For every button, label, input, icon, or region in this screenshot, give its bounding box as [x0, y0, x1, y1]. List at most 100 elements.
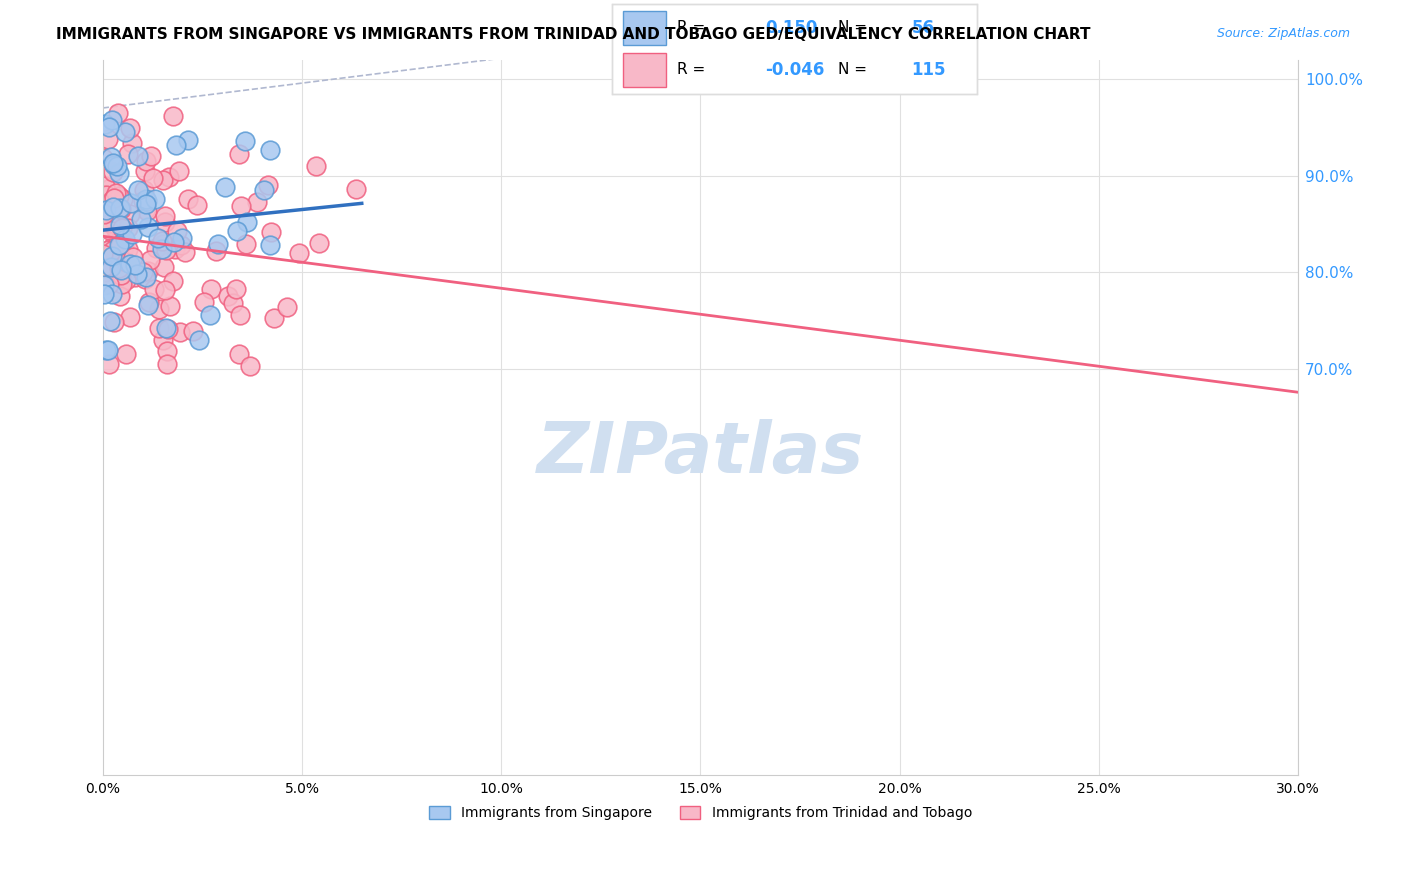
Point — [139, 252, 162, 267]
Point — [152, 334, 174, 348]
Point — [142, 171, 165, 186]
Point — [91, 248, 114, 262]
Point — [162, 274, 184, 288]
Point — [129, 212, 152, 227]
Text: -0.046: -0.046 — [765, 61, 824, 78]
Point — [152, 234, 174, 248]
Point — [97, 132, 120, 146]
Text: 115: 115 — [911, 61, 946, 78]
Point — [246, 194, 269, 209]
Point — [124, 258, 146, 272]
Point — [108, 238, 131, 252]
Point — [256, 178, 278, 192]
Point — [112, 239, 135, 253]
Point — [98, 215, 121, 229]
Point — [127, 267, 149, 281]
Point — [259, 238, 281, 252]
Point — [108, 189, 131, 203]
Point — [107, 105, 129, 120]
Point — [93, 277, 115, 292]
Point — [117, 262, 139, 277]
Point — [104, 186, 127, 201]
Point — [108, 218, 131, 232]
Point — [235, 236, 257, 251]
Point — [127, 183, 149, 197]
Point — [166, 224, 188, 238]
Point — [169, 163, 191, 178]
Point — [163, 235, 186, 249]
Point — [308, 236, 330, 251]
Point — [222, 295, 245, 310]
Point — [103, 200, 125, 214]
Point — [150, 242, 173, 256]
Point — [114, 232, 136, 246]
Point — [121, 227, 143, 241]
Text: R =: R = — [678, 62, 706, 77]
Point — [98, 120, 121, 134]
Point — [91, 151, 114, 165]
Point — [155, 244, 177, 258]
Point — [134, 271, 156, 285]
Point — [165, 137, 187, 152]
Point — [104, 221, 127, 235]
Point — [118, 257, 141, 271]
Point — [146, 231, 169, 245]
Point — [103, 243, 125, 257]
Text: R =: R = — [678, 21, 706, 35]
Point — [107, 235, 129, 249]
Point — [107, 197, 129, 211]
Point — [239, 359, 262, 373]
Point — [108, 242, 131, 256]
Point — [153, 214, 176, 228]
Point — [110, 202, 132, 217]
Point — [108, 289, 131, 303]
Text: IMMIGRANTS FROM SINGAPORE VS IMMIGRANTS FROM TRINIDAD AND TOBAGO GED/EQUIVALENCY: IMMIGRANTS FROM SINGAPORE VS IMMIGRANTS … — [56, 27, 1091, 42]
Point — [135, 154, 157, 169]
Point — [120, 310, 142, 324]
Point — [115, 346, 138, 360]
Point — [134, 164, 156, 178]
Point — [110, 263, 132, 277]
Point — [121, 250, 143, 264]
Point — [170, 231, 193, 245]
Point — [200, 282, 222, 296]
Point — [100, 113, 122, 128]
Point — [108, 228, 131, 243]
Point — [217, 289, 239, 303]
Point — [260, 225, 283, 239]
Point — [259, 143, 281, 157]
Point — [108, 166, 131, 180]
Point — [94, 117, 117, 131]
Point — [141, 149, 163, 163]
Text: ZIPatlas: ZIPatlas — [537, 419, 865, 488]
Text: N =: N = — [838, 21, 868, 35]
Point — [143, 282, 166, 296]
Point — [94, 203, 117, 218]
Point — [108, 201, 131, 215]
Point — [94, 178, 117, 193]
Point — [134, 202, 156, 216]
Point — [186, 198, 208, 212]
Point — [132, 183, 155, 197]
Point — [253, 183, 276, 197]
Point — [101, 287, 124, 301]
Point — [181, 324, 204, 338]
Point — [193, 295, 215, 310]
Point — [136, 264, 159, 278]
Point — [152, 236, 174, 251]
Point — [93, 207, 115, 221]
Point — [153, 283, 176, 297]
Point — [288, 246, 311, 260]
Point — [100, 260, 122, 275]
Point — [135, 270, 157, 285]
Point — [114, 125, 136, 139]
Point — [103, 164, 125, 178]
Point — [156, 357, 179, 371]
Point — [156, 322, 179, 336]
Point — [263, 311, 285, 326]
Text: 0.150: 0.150 — [765, 19, 817, 37]
Point — [94, 188, 117, 202]
Bar — [623, 53, 666, 87]
Point — [187, 333, 209, 347]
Point — [233, 134, 256, 148]
